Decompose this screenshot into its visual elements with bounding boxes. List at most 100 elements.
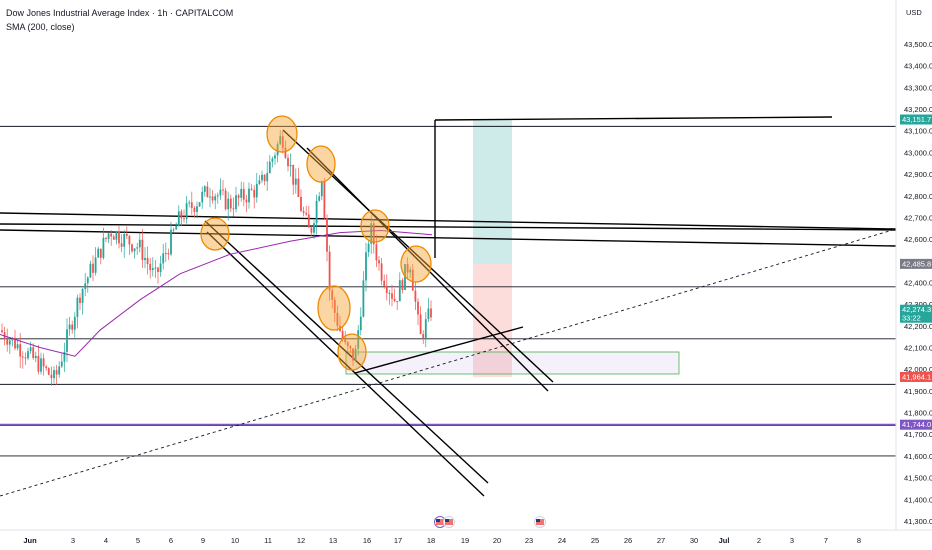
candle-body-97 (253, 189, 256, 198)
candle-body-140 (365, 252, 367, 281)
last-price-tag[interactable]: 42,274.3 (902, 305, 931, 314)
candle-body-17 (45, 366, 48, 369)
y-tick-label: 43,200.0 (904, 105, 932, 114)
candle-body-36 (94, 257, 97, 273)
x-tick-label: 7 (824, 536, 828, 545)
trend-line-2[interactable] (0, 223, 897, 231)
price-tag-0[interactable]: 43,151.7 (902, 115, 931, 124)
pattern-circle-6[interactable] (337, 333, 367, 371)
candle-body-137 (357, 330, 360, 349)
candle-body-84 (219, 189, 222, 196)
candle-body-6 (16, 344, 19, 349)
candle-body-70 (183, 218, 185, 220)
x-tick-label: 11 (264, 536, 272, 545)
candle-body-118 (307, 214, 310, 228)
trend-line-7[interactable] (354, 326, 524, 374)
pattern-circle-0[interactable] (266, 115, 298, 153)
candle-body-104 (271, 158, 274, 162)
last-price-tag-bg[interactable] (900, 304, 932, 323)
trend-line-3[interactable] (204, 220, 489, 484)
y-tick-label: 42,900.0 (904, 170, 932, 179)
candle-body-30 (79, 297, 81, 303)
x-tick-label: 5 (136, 536, 140, 545)
candle-body-40 (105, 237, 107, 239)
candle-body-127 (331, 290, 334, 300)
x-tick-label: 3 (71, 536, 75, 545)
candle-body-69 (180, 211, 183, 219)
y-tick-label: 42,600.0 (904, 235, 932, 244)
price-tag-0-bg[interactable] (900, 114, 932, 125)
candle-body-153 (398, 280, 401, 302)
trend-line-9[interactable] (434, 116, 833, 121)
candle-body-76 (198, 202, 201, 207)
pattern-circle-1[interactable] (306, 145, 336, 183)
price-tag-2[interactable]: 41,964.1 (902, 372, 931, 381)
candle-body-54 (141, 239, 144, 261)
candle-body-85 (222, 189, 224, 191)
candle-body-89 (232, 208, 235, 210)
candle-body-134 (349, 346, 352, 349)
position-stop-zone[interactable] (473, 263, 512, 377)
x-tick-label: 13 (329, 536, 337, 545)
candle-body-163 (424, 319, 427, 338)
trend-line-4[interactable] (206, 231, 485, 497)
x-tick-label: 10 (231, 536, 239, 545)
candle-body-71 (185, 203, 188, 219)
trend-line-6[interactable] (306, 147, 549, 392)
candle-body-78 (203, 186, 206, 192)
candle-body-59 (154, 267, 157, 269)
price-tag-1-bg[interactable] (900, 258, 932, 269)
candle-body-108 (281, 136, 284, 148)
position-target-zone[interactable] (473, 119, 512, 264)
price-tag-2-bg[interactable] (900, 371, 932, 382)
y-tick-label: 42,300.0 (904, 300, 932, 309)
candle-body-101 (263, 174, 266, 182)
x-tick-label: 2 (757, 536, 761, 545)
candle-body-90 (235, 195, 237, 210)
candle-body-156 (406, 264, 409, 273)
x-tick-label: 9 (201, 536, 205, 545)
candle-body-43 (112, 236, 115, 240)
candle-body-117 (305, 212, 308, 215)
indicator-label[interactable]: SMA (200, close) (6, 22, 75, 32)
candle-body-98 (255, 183, 258, 198)
demand-zone[interactable] (345, 351, 680, 375)
candle-body-3 (8, 340, 11, 345)
price-tag-3-bg[interactable] (900, 419, 932, 430)
candle-body-144 (375, 244, 378, 261)
price-tag-1[interactable]: 42,485.8 (902, 259, 931, 268)
candle-body-48 (125, 233, 128, 236)
candle-body-68 (177, 211, 180, 227)
price-tag-3[interactable]: 41,744.0 (902, 420, 931, 429)
x-tick-label: Jun (23, 536, 37, 545)
candle-body-147 (383, 280, 386, 286)
y-tick-label: 41,600.0 (904, 452, 932, 461)
candle-body-110 (287, 157, 289, 167)
y-tick-label: 43,100.0 (904, 127, 932, 136)
candle-body-44 (115, 231, 118, 240)
pattern-circle-5[interactable] (317, 285, 351, 331)
pattern-circle-2[interactable] (200, 217, 230, 251)
candle-body-46 (120, 243, 123, 247)
candle-body-31 (81, 289, 84, 303)
candle-body-56 (146, 257, 149, 264)
pattern-circle-3[interactable] (360, 209, 390, 243)
candle-body-146 (380, 263, 383, 281)
last-price-tag-countdown: 33:22 (902, 314, 921, 323)
y-tick-label: 41,300.0 (904, 517, 932, 526)
trend-line-0[interactable] (0, 212, 897, 230)
x-tick-label: 19 (461, 536, 469, 545)
candle-body-141 (367, 243, 370, 253)
candle-body-139 (362, 280, 365, 317)
candle-body-0 (1, 330, 3, 333)
trend-line-1[interactable] (0, 229, 897, 247)
trend-line-5[interactable] (282, 129, 554, 383)
candle-body-91 (237, 195, 240, 198)
y-tick-label: 41,700.0 (904, 430, 932, 439)
candle-body-62 (162, 253, 165, 264)
candle-body-60 (157, 267, 159, 273)
chart-legend: Dow Jones Industrial Average Index · 1h … (6, 6, 233, 34)
pattern-circle-4[interactable] (400, 245, 432, 283)
